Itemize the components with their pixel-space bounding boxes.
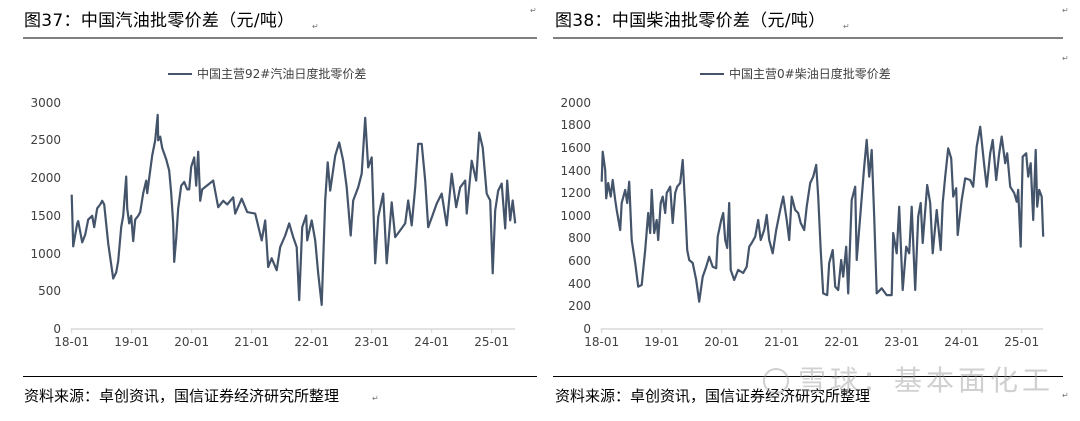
paragraph-mark-icon: ↵ xyxy=(530,6,537,15)
y-tick-label: 1800 xyxy=(560,118,591,133)
watermark-text: 雪球：基本面化工 xyxy=(798,364,1055,397)
series-line xyxy=(600,125,1045,303)
source-divider xyxy=(553,376,1063,377)
y-tick-label: 3000 xyxy=(30,95,61,110)
y-tick-label: 600 xyxy=(568,254,591,269)
x-tick-label: 21-01 xyxy=(764,335,800,349)
x-tick-label: 25-01 xyxy=(474,335,510,349)
paragraph-mark-icon: ↵ xyxy=(1062,54,1069,63)
x-tick-label: 24-01 xyxy=(414,335,450,349)
diesel-spread-plot xyxy=(600,125,1045,333)
x-tick-label: 24-01 xyxy=(944,335,980,349)
y-tick-label: 1500 xyxy=(30,208,61,223)
y-tick-label: 0 xyxy=(583,322,591,336)
x-tick-label: 23-01 xyxy=(354,335,390,349)
legend-swatch xyxy=(168,73,192,75)
legend-label: 中国主营0#柴油日度批零价差 xyxy=(729,67,891,81)
y-tick-label: 2500 xyxy=(30,133,61,148)
x-tick-label: 22-01 xyxy=(294,335,330,349)
series-line xyxy=(70,113,517,306)
x-tick-label: 18-01 xyxy=(54,335,90,349)
source-divider xyxy=(23,376,537,377)
x-tick-label: 20-01 xyxy=(174,335,210,349)
y-tick-label: 1000 xyxy=(560,208,591,223)
x-tick-label: 20-01 xyxy=(704,335,740,349)
paragraph-mark-icon: ↵ xyxy=(1062,6,1069,15)
y-tick-label: 2000 xyxy=(30,171,61,186)
x-tick-label: 23-01 xyxy=(884,335,920,349)
gasoline-spread-plot xyxy=(70,113,517,333)
title-divider xyxy=(553,37,1063,39)
legend-label: 中国主营92#汽油日度批零价差 xyxy=(197,67,367,81)
paragraph-mark-icon: ↵ xyxy=(312,22,319,31)
x-tick-label: 25-01 xyxy=(1004,335,1040,349)
x-tick-label: 18-01 xyxy=(584,335,620,349)
figure-title: 图37：中国汽油批零价差（元/吨） xyxy=(24,11,295,31)
legend-swatch xyxy=(700,73,724,75)
x-tick-label: 19-01 xyxy=(114,335,150,349)
source-note: 资料来源：卓创资讯，国信证券经济研究所整理 xyxy=(555,387,871,405)
y-tick-label: 1600 xyxy=(560,140,591,155)
x-tick-label: 21-01 xyxy=(234,335,270,349)
figure-title: 图38：中国柴油批零价差（元/吨） xyxy=(555,11,826,31)
y-tick-label: 1400 xyxy=(560,163,591,178)
y-tick-label: 0 xyxy=(53,322,61,336)
x-tick-label: 19-01 xyxy=(644,335,680,349)
y-tick-label: 1200 xyxy=(560,186,591,201)
paragraph-mark-icon: ↵ xyxy=(1062,391,1069,400)
title-divider xyxy=(23,37,537,39)
source-note: 资料来源：卓创资讯，国信证券经济研究所整理 xyxy=(24,387,340,405)
y-tick-label: 500 xyxy=(38,284,61,299)
y-tick-label: 400 xyxy=(568,276,591,291)
y-tick-label: 800 xyxy=(568,231,591,246)
y-tick-label: 200 xyxy=(568,299,591,314)
y-tick-label: 1000 xyxy=(30,246,61,261)
y-tick-label: 2000 xyxy=(560,95,591,110)
paragraph-mark-icon: ↵ xyxy=(843,22,850,31)
paragraph-mark-icon: ↵ xyxy=(372,394,379,403)
snowball-logo-icon xyxy=(763,368,789,394)
x-tick-label: 22-01 xyxy=(824,335,860,349)
